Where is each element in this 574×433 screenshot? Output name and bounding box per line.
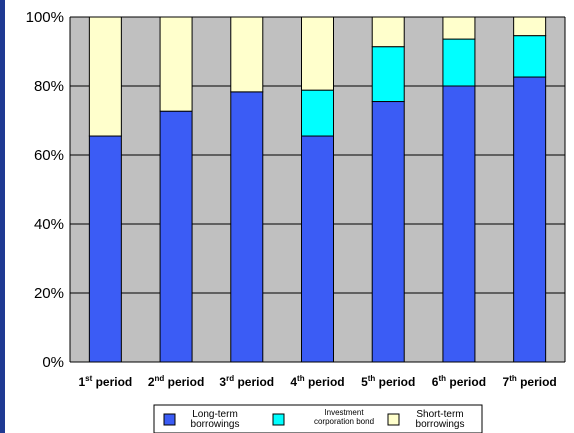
y-tick-label: 60% bbox=[34, 147, 64, 164]
bar-segment-long-term bbox=[230, 91, 264, 363]
bar-segment-bond bbox=[442, 38, 476, 87]
legend-box bbox=[153, 404, 483, 433]
y-axis: 0% 20% 40% 60% 80% 100% bbox=[26, 9, 566, 371]
legend-label: Short-term bbox=[416, 409, 463, 420]
x-tick-label: 1st period bbox=[78, 374, 132, 389]
bar-segment-long-term bbox=[513, 76, 547, 363]
bars bbox=[88, 16, 547, 363]
x-tick-label: 6th period bbox=[432, 374, 486, 389]
y-tick-label: 100% bbox=[26, 9, 64, 26]
y-tick-label: 40% bbox=[34, 216, 64, 233]
legend-label: borrowings bbox=[191, 419, 240, 430]
legend-swatch bbox=[387, 413, 400, 426]
x-axis: 1st period 2nd period 3rd period 4th period… bbox=[78, 374, 556, 389]
bar-segment-short-term bbox=[513, 16, 547, 37]
x-tick-label: 4th period bbox=[290, 374, 344, 389]
bar-segment-short-term bbox=[230, 16, 264, 93]
bar-segment-long-term bbox=[442, 85, 476, 363]
legend-swatch bbox=[272, 413, 285, 426]
bar-segment-short-term bbox=[301, 16, 334, 91]
x-tick-label: 3rd period bbox=[219, 374, 274, 389]
y-tick-label: 80% bbox=[34, 78, 64, 95]
legend: Long-termborrowingsInvestmentcorporation… bbox=[153, 404, 483, 433]
bar-segment-short-term bbox=[442, 16, 476, 40]
y-tick-label: 20% bbox=[34, 285, 64, 302]
bar-segment-long-term bbox=[301, 135, 334, 363]
bar-segment-short-term bbox=[88, 16, 122, 137]
bar-segment-bond bbox=[371, 46, 405, 103]
bar-segment-long-term bbox=[159, 110, 193, 363]
legend-label: Long-term bbox=[192, 409, 238, 420]
bar-segment-short-term bbox=[159, 16, 193, 112]
bar-segment-bond bbox=[301, 89, 334, 137]
x-tick-label: 5th period bbox=[361, 374, 415, 389]
bar-segment-short-term bbox=[371, 16, 405, 48]
bar-segment-long-term bbox=[88, 135, 122, 363]
bar-segment-long-term bbox=[371, 101, 405, 363]
legend-label: borrowings bbox=[416, 419, 465, 430]
left-accent-bar bbox=[0, 0, 5, 433]
legend-swatch bbox=[163, 413, 176, 426]
legend-label: Investment bbox=[324, 408, 364, 417]
legend-label: corporation bond bbox=[314, 417, 374, 426]
bar-segment-bond bbox=[513, 35, 547, 78]
x-tick-label: 2nd period bbox=[148, 374, 204, 389]
y-tick-label: 0% bbox=[42, 354, 64, 371]
x-tick-label: 7th period bbox=[503, 374, 557, 389]
